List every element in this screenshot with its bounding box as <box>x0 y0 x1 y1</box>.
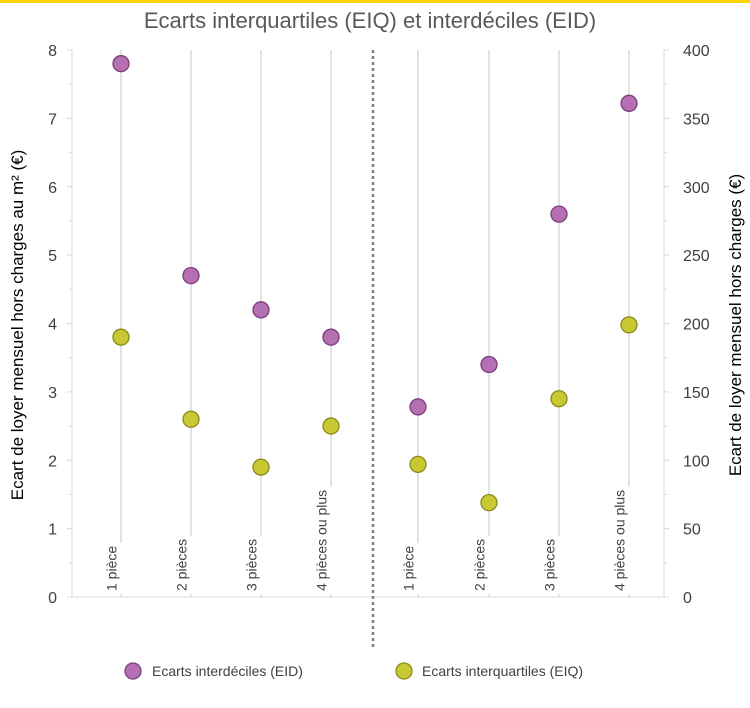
point-eiq-left-3 <box>322 417 340 435</box>
category-label-background <box>174 535 192 594</box>
legend-marker-eid <box>124 662 142 680</box>
point-eid-left-3 <box>322 328 340 346</box>
left-tick-label: 3 <box>48 385 57 402</box>
category-label: 1 pièce <box>104 546 120 591</box>
left-tick-label: 8 <box>48 43 57 60</box>
category-label-background <box>244 535 262 594</box>
legend-marker-eiq <box>395 662 413 680</box>
right-tick-label: 100 <box>683 453 710 470</box>
category-label: 4 pièces ou plus <box>612 490 628 591</box>
point-eid-right-0 <box>409 398 427 416</box>
category-labels: 1 pièce 2 pièces 3 pièces 4 pièces ou plus 1… <box>104 486 630 594</box>
category-label: 2 pièces <box>174 539 190 591</box>
category-label-background <box>104 542 122 594</box>
axes <box>71 50 665 650</box>
left-tick-label: 2 <box>48 453 57 470</box>
legend-label-eiq: Ecarts interquartiles (EIQ) <box>422 663 583 679</box>
top-accent-bar <box>0 0 750 3</box>
left-tick-label: 6 <box>48 180 57 197</box>
chart-title: Ecarts interquartiles (EIQ) et interdéci… <box>144 8 596 33</box>
point-eiq-right-1 <box>480 493 498 512</box>
category-label: 1 pièce <box>401 546 417 591</box>
point-eiq-left-2 <box>252 458 270 476</box>
right-tick-label: 400 <box>683 43 710 60</box>
category-label-background <box>612 486 630 594</box>
left-tick-label: 1 <box>48 522 57 539</box>
point-eid-left-0 <box>112 55 130 73</box>
right-tick-label: 150 <box>683 385 710 402</box>
right-axis-ticks: 0 50 100 150 200 250 300 350 400 <box>664 43 710 607</box>
point-eiq-left-0 <box>112 328 130 346</box>
right-tick-label: 200 <box>683 317 710 334</box>
category-label-background <box>314 486 332 594</box>
left-axis-ticks: 0 1 2 3 4 5 6 7 8 <box>48 43 72 607</box>
point-eiq-right-0 <box>409 455 427 474</box>
point-eiq-left-1 <box>182 410 200 428</box>
point-eid-left-1 <box>182 266 200 285</box>
right-tick-label: 350 <box>683 111 710 128</box>
category-label: 3 pièces <box>542 539 558 591</box>
right-tick-label: 0 <box>683 590 692 607</box>
data-points <box>112 55 638 512</box>
left-axis-title: Ecart de loyer mensuel hors charges au m… <box>8 150 27 501</box>
category-label-background <box>401 542 419 594</box>
point-eiq-right-2 <box>550 390 568 408</box>
category-label: 4 pièces ou plus <box>314 490 330 591</box>
left-tick-label: 7 <box>48 111 57 128</box>
category-label-background <box>542 535 560 594</box>
point-eid-left-2 <box>252 301 270 319</box>
point-eid-right-3 <box>620 94 638 112</box>
left-tick-label: 4 <box>48 317 57 334</box>
left-tick-label: 5 <box>48 248 57 265</box>
category-label: 2 pièces <box>472 539 488 591</box>
point-eid-right-2 <box>550 205 568 223</box>
right-tick-label: 250 <box>683 248 710 265</box>
category-label: 3 pièces <box>244 539 260 591</box>
point-eiq-right-3 <box>620 316 638 334</box>
left-tick-label: 0 <box>48 590 57 607</box>
right-tick-label: 300 <box>683 180 710 197</box>
point-eid-right-1 <box>480 355 498 374</box>
legend: Ecarts interdéciles (EID) Ecarts interqu… <box>124 662 583 680</box>
right-tick-label: 50 <box>683 522 701 539</box>
category-label-background <box>472 535 490 594</box>
grid-lines <box>120 50 630 597</box>
legend-label-eid: Ecarts interdéciles (EID) <box>152 663 303 679</box>
right-axis-title: Ecart de loyer mensuel hors charges (€) <box>726 174 745 476</box>
